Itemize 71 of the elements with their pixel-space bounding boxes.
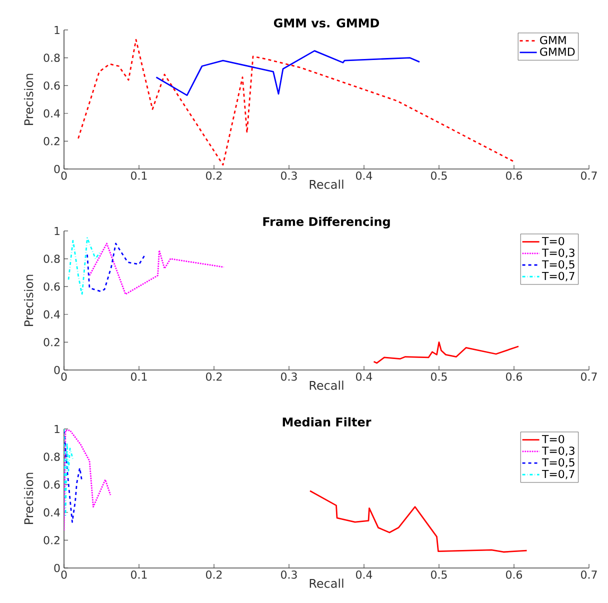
line-series bbox=[68, 237, 102, 296]
x-tick-label: 0.3 bbox=[281, 372, 297, 381]
line-series bbox=[86, 242, 145, 292]
y-tick-label: 0 bbox=[54, 164, 60, 174]
x-tick-label: 0.1 bbox=[131, 372, 147, 381]
x-tick-label: 0.6 bbox=[506, 372, 522, 381]
y-tick-label: 0 bbox=[54, 564, 60, 572]
legend-label: T=0,5 bbox=[542, 260, 574, 270]
legend-label: GMM bbox=[540, 36, 566, 44]
y-tick-label: 0.4 bbox=[44, 508, 60, 517]
line-series bbox=[78, 39, 516, 166]
x-tick-label: 0 bbox=[61, 570, 67, 579]
x-tick-label: 0.5 bbox=[431, 172, 447, 180]
legend-label: T=0 bbox=[542, 236, 564, 246]
line-series bbox=[88, 242, 224, 295]
x-tick-label: 0.1 bbox=[131, 570, 147, 579]
x-tick-label: 0.5 bbox=[431, 372, 447, 381]
y-axis-title: Precision bbox=[24, 274, 34, 326]
y-tick-label: 1 bbox=[54, 226, 60, 235]
y-tick-label: 0.4 bbox=[44, 310, 60, 319]
x-tick-label: 0.7 bbox=[581, 372, 597, 381]
y-axis-title: Precision bbox=[24, 472, 34, 524]
y-axis-title: Precision bbox=[24, 74, 34, 125]
x-tick-label: 0.2 bbox=[206, 172, 222, 180]
chart-title: GMM vs. GMMD bbox=[274, 18, 380, 28]
x-tick-label: 0.2 bbox=[206, 372, 222, 381]
y-tick-label: 0.4 bbox=[44, 109, 60, 118]
x-tick-label: 0.4 bbox=[356, 172, 372, 180]
line-series bbox=[373, 341, 520, 364]
y-tick-label: 0.8 bbox=[44, 254, 60, 263]
legend-label: T=0,3 bbox=[542, 248, 574, 258]
y-tick-label: 0.8 bbox=[44, 54, 60, 62]
legend-label: T=0 bbox=[542, 434, 564, 444]
x-axis-title: Recall bbox=[310, 380, 344, 390]
legend-label: T=0,3 bbox=[542, 446, 574, 456]
y-tick-label: 0.2 bbox=[44, 536, 60, 544]
legend-label: GMMD bbox=[540, 48, 575, 56]
y-tick-label: 0.2 bbox=[44, 338, 60, 346]
y-tick-label: 1 bbox=[54, 26, 60, 34]
y-tick-label: 0.2 bbox=[44, 137, 60, 146]
y-tick-label: 0.6 bbox=[44, 480, 60, 489]
x-tick-label: 0.7 bbox=[581, 570, 597, 579]
x-axis-title: Recall bbox=[310, 578, 344, 588]
x-tick-label: 0.3 bbox=[281, 570, 297, 579]
x-tick-label: 0.7 bbox=[581, 172, 597, 180]
y-tick-label: 0.6 bbox=[44, 282, 60, 291]
chart-title: Frame Differencing bbox=[263, 216, 390, 228]
line-series bbox=[64, 428, 74, 516]
line-series bbox=[64, 430, 83, 523]
y-tick-label: 0.6 bbox=[44, 81, 60, 90]
x-tick-label: 0 bbox=[61, 172, 67, 180]
line-series bbox=[309, 490, 528, 553]
y-tick-label: 0.8 bbox=[44, 452, 60, 461]
x-tick-label: 0.5 bbox=[431, 570, 447, 579]
legend-label: T=0,5 bbox=[542, 458, 574, 468]
line-series bbox=[64, 430, 112, 532]
x-tick-label: 0.2 bbox=[206, 570, 222, 579]
chart-title: Median Filter bbox=[282, 417, 372, 426]
y-tick-label: 0 bbox=[54, 366, 60, 374]
legend-label: T=0,7 bbox=[542, 470, 574, 480]
x-tick-label: 0.6 bbox=[506, 570, 522, 579]
x-axis-title: Recall bbox=[310, 180, 344, 189]
x-tick-label: 0.3 bbox=[281, 172, 297, 180]
x-tick-label: 0.4 bbox=[356, 372, 372, 381]
x-tick-label: 0.6 bbox=[506, 172, 522, 180]
y-tick-label: 1 bbox=[54, 424, 60, 433]
legend-label: T=0,7 bbox=[542, 272, 574, 282]
x-tick-label: 0.4 bbox=[356, 570, 372, 579]
x-tick-label: 0.1 bbox=[131, 172, 147, 180]
x-tick-label: 0 bbox=[61, 372, 67, 381]
line-series bbox=[156, 50, 420, 96]
